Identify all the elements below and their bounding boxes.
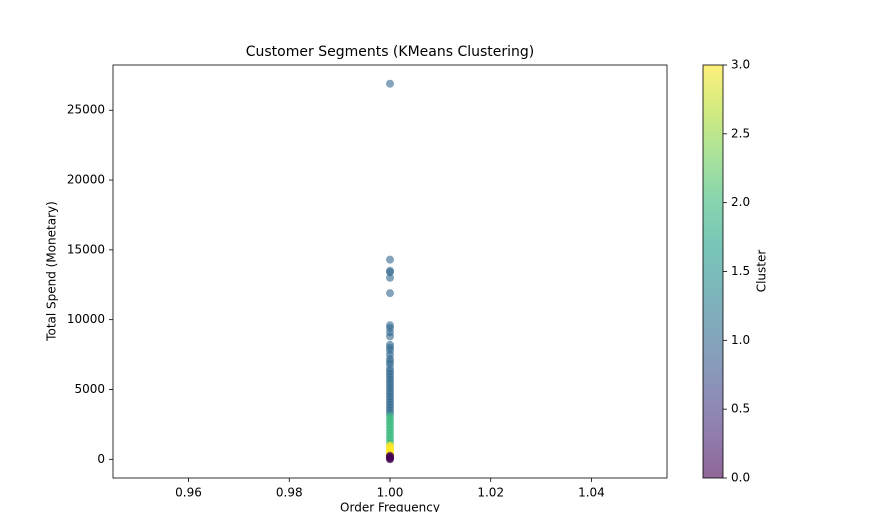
colorbar-tick-label: 3.0 — [731, 58, 750, 72]
x-axis-label: Order Frequency — [340, 501, 440, 512]
x-tick-label: 1.00 — [377, 486, 404, 500]
colorbar-tick-label: 2.5 — [731, 126, 750, 140]
x-tick-label: 1.02 — [477, 486, 504, 500]
y-tick-label: 15000 — [67, 242, 105, 256]
point — [386, 289, 394, 298]
colorbar — [703, 65, 723, 478]
point — [386, 79, 394, 88]
y-axis-label: Total Spend (Monetary) — [45, 201, 59, 342]
x-tick-label: 1.04 — [578, 486, 605, 500]
point — [386, 273, 394, 282]
y-tick-label: 10000 — [67, 312, 105, 326]
points — [386, 79, 394, 464]
y-tick-label: 0 — [97, 452, 105, 466]
x-tick-label: 0.96 — [175, 486, 202, 500]
colorbar-tick-label: 1.5 — [731, 264, 750, 278]
point — [386, 255, 394, 264]
colorbar-label: Cluster — [755, 250, 769, 293]
point — [386, 332, 394, 341]
y-tick-label: 5000 — [74, 382, 105, 396]
colorbar-tick-label: 2.0 — [731, 195, 750, 209]
x-tick-label: 0.98 — [276, 486, 303, 500]
colorbar-tick-label: 0.0 — [731, 471, 750, 485]
colorbar-tick-label: 0.5 — [731, 402, 750, 416]
colorbar-tick-label: 1.0 — [731, 333, 750, 347]
chart-title: Customer Segments (KMeans Clustering) — [246, 44, 535, 60]
point — [386, 268, 394, 277]
y-tick-label: 25000 — [67, 103, 105, 117]
point — [386, 455, 394, 464]
y-tick-label: 20000 — [67, 173, 105, 187]
